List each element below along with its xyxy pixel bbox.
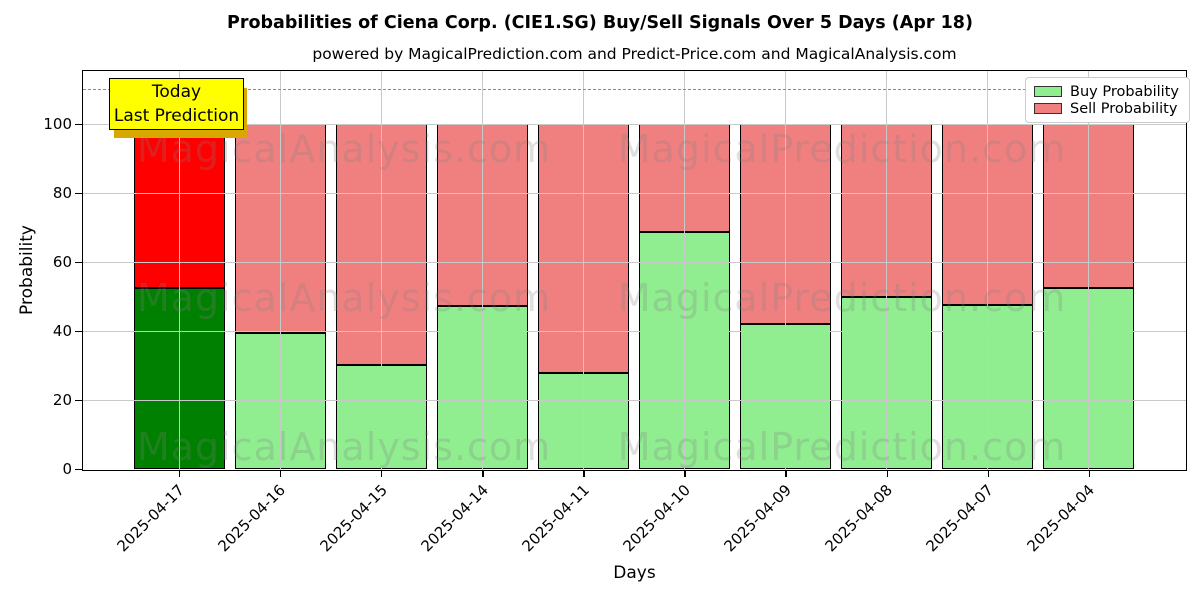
y-tick-mark: [75, 192, 82, 195]
watermark-text: MagicalPrediction.com: [617, 276, 1067, 320]
horizontal-gridline: [83, 399, 1186, 401]
watermark-text: MagicalAnalysis.com: [136, 127, 552, 171]
x-tick-mark: [482, 469, 484, 477]
dashed-upper-gridline: [83, 89, 1186, 91]
x-tick-mark: [583, 469, 585, 477]
y-tick-label: 20: [52, 390, 72, 409]
y-tick-mark: [75, 123, 82, 126]
plot-area: MagicalAnalysis.com MagicalAnalysis.com Ma…: [82, 70, 1187, 471]
annotation-line1: Today: [151, 82, 202, 102]
vertical-gridline: [178, 71, 180, 470]
vertical-gridline: [582, 71, 584, 470]
watermark-text: MagicalAnalysis.com: [136, 276, 552, 320]
x-tick-label: 2025-04-11: [518, 481, 593, 556]
horizontal-gridline: [83, 261, 1186, 263]
vertical-gridline: [380, 71, 382, 470]
vertical-gridline: [886, 71, 888, 470]
legend-label: Sell Probability: [1070, 100, 1178, 117]
vertical-gridline: [684, 71, 686, 470]
legend-row: Sell Probability: [1034, 101, 1181, 117]
vertical-gridline: [481, 71, 483, 470]
horizontal-gridline: [83, 192, 1186, 194]
x-tick-label: 2025-04-09: [720, 481, 795, 556]
x-tick-label: 2025-04-10: [619, 481, 694, 556]
x-axis-label: Days: [613, 563, 656, 583]
legend-swatch: [1034, 86, 1062, 97]
x-tick-mark: [279, 469, 282, 477]
x-tick-mark: [987, 469, 990, 477]
today-annotation: Today Last Prediction: [109, 78, 244, 130]
horizontal-gridline: [83, 123, 1186, 125]
x-tick-label: 2025-04-15: [316, 481, 391, 556]
vertical-gridline: [1088, 71, 1090, 470]
watermark-text: MagicalPrediction.com: [617, 425, 1067, 469]
horizontal-gridline: [83, 330, 1186, 332]
x-tick-label: 2025-04-04: [1023, 481, 1099, 556]
y-tick-label: 60: [52, 252, 72, 271]
x-tick-mark: [1088, 469, 1091, 477]
legend-row: Buy Probability: [1034, 84, 1181, 100]
watermark-text: MagicalAnalysis.com: [136, 425, 552, 469]
x-tick-mark: [785, 469, 787, 477]
x-tick-label: 2025-04-14: [417, 481, 492, 556]
x-tick-mark: [380, 469, 383, 477]
x-tick-label: 2025-04-08: [821, 481, 896, 556]
x-tick-label: 2025-04-16: [215, 481, 290, 556]
y-tick-mark: [75, 399, 82, 402]
y-tick-label: 0: [62, 460, 72, 478]
x-tick-label: 2025-04-07: [922, 481, 998, 556]
legend: Buy Probability Sell Probability: [1025, 77, 1190, 123]
legend-swatch: [1034, 103, 1062, 114]
y-tick-mark: [75, 261, 82, 264]
vertical-gridline: [987, 71, 989, 470]
x-tick-mark: [684, 469, 686, 477]
legend-label: Buy Probability: [1070, 83, 1179, 100]
watermark-text: MagicalPrediction.com: [617, 127, 1067, 171]
y-tick-label: 80: [52, 183, 72, 202]
vertical-gridline: [279, 71, 281, 470]
chart-subtitle: powered by MagicalPrediction.com and Pre…: [312, 45, 957, 63]
y-tick-mark: [75, 468, 82, 471]
x-tick-mark: [178, 469, 181, 477]
x-tick-label: 2025-04-17: [113, 481, 189, 556]
x-tick-mark: [886, 469, 888, 477]
y-tick-label: 100: [43, 114, 72, 133]
vertical-gridline: [785, 71, 787, 470]
y-tick-label: 40: [52, 321, 72, 340]
y-tick-mark: [75, 330, 82, 333]
annotation-line2: Last Prediction: [113, 106, 240, 126]
chart-title: Probabilities of Ciena Corp. (CIE1.SG) B…: [227, 13, 973, 33]
